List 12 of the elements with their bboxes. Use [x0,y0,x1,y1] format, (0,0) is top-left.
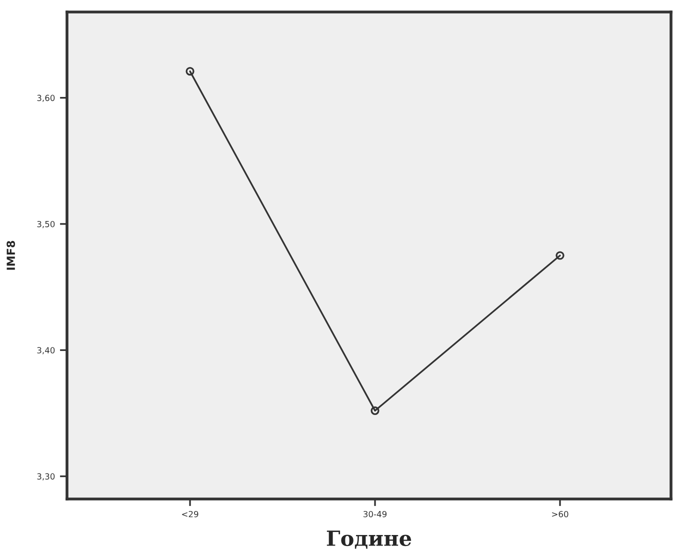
x-axis-title: Године [326,530,412,549]
point [370,406,380,415]
y-tick-label: 3,60 [37,94,55,102]
y-tick-label: 3,50 [37,220,55,228]
x-tick-label: 30-49 [364,510,387,518]
point [186,66,194,76]
y-tick-label: 3,40 [37,347,55,354]
point [556,251,564,260]
y-axis-title: IMF8 [6,240,16,270]
x-tick-label: >60 [552,510,568,518]
y-tick-label: 3,30 [37,473,55,480]
x-tick-label: <29 [182,510,198,518]
